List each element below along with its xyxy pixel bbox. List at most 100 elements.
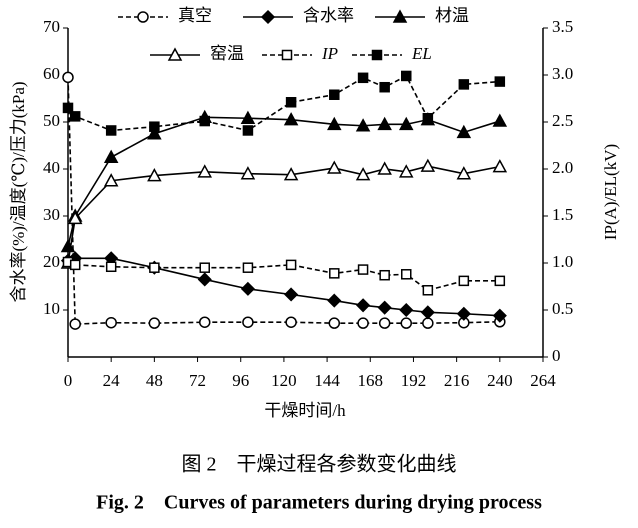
y-tick-label: 10	[43, 299, 60, 318]
marker	[327, 160, 342, 174]
marker	[147, 168, 162, 182]
marker	[285, 259, 297, 271]
legend-label: 材温	[435, 6, 469, 25]
marker	[329, 268, 340, 279]
marker	[62, 71, 74, 84]
x-tick-label: 48	[146, 371, 163, 390]
marker	[398, 164, 414, 178]
marker	[240, 166, 256, 180]
y2-axis-label: IP(A)/EL(kV)	[601, 144, 620, 240]
y-tick-label: 40	[43, 158, 60, 177]
y-tick-label: 70	[43, 17, 60, 36]
legend-label: 真空	[178, 6, 212, 25]
x-tick-label: 120	[271, 371, 297, 390]
marker	[105, 261, 117, 273]
marker	[401, 70, 412, 82]
legend-marker	[167, 47, 183, 61]
marker	[494, 76, 506, 87]
x-axis-label: 干燥时间/h	[264, 401, 346, 420]
marker	[283, 167, 299, 181]
marker	[420, 158, 436, 172]
marker	[356, 298, 371, 313]
marker	[197, 272, 212, 287]
marker	[327, 293, 342, 308]
y-tick-label: 60	[43, 64, 60, 83]
x-tick-label: 96	[232, 371, 249, 390]
marker	[377, 116, 392, 131]
y2-tick-label: 1.0	[552, 252, 573, 271]
marker	[242, 262, 254, 273]
marker	[284, 287, 299, 302]
x-tick-label: 0	[64, 371, 73, 390]
marker	[329, 89, 340, 100]
x-tick-label: 192	[401, 371, 427, 390]
marker	[105, 125, 117, 136]
marker	[456, 166, 472, 180]
marker	[147, 126, 162, 140]
marker	[420, 305, 435, 320]
marker	[285, 97, 297, 108]
legend-marker	[371, 49, 383, 61]
marker	[197, 164, 213, 178]
series-line	[67, 116, 501, 247]
marker	[399, 302, 414, 318]
marker	[422, 112, 434, 124]
marker	[458, 79, 470, 90]
marker	[357, 317, 369, 329]
legend-marker	[137, 11, 149, 23]
y-axis-label: 含水率(%)/温度(℃)/压力(kPa)	[9, 81, 28, 302]
marker	[242, 316, 254, 328]
marker	[458, 275, 470, 287]
marker	[103, 149, 119, 163]
series-line	[67, 261, 500, 292]
marker	[328, 317, 341, 329]
x-tick-label: 144	[314, 371, 340, 390]
marker	[377, 161, 392, 175]
marker	[148, 317, 161, 329]
x-tick-label: 216	[444, 371, 470, 390]
marker	[398, 116, 414, 131]
legend-marker	[260, 9, 276, 25]
legend-label: IP	[321, 44, 338, 63]
series-line	[67, 74, 500, 132]
marker	[285, 316, 297, 328]
marker	[492, 113, 508, 127]
marker	[327, 116, 342, 131]
y2-tick-label: 0.5	[552, 299, 573, 318]
legend-label: 窑温	[210, 44, 244, 63]
marker	[357, 264, 369, 275]
marker	[199, 115, 210, 127]
marker	[69, 318, 81, 330]
y-tick-label: 30	[43, 205, 60, 224]
marker	[379, 81, 390, 93]
marker	[377, 300, 392, 315]
series-line	[67, 165, 500, 264]
marker	[492, 308, 507, 323]
y-tick-label: 50	[43, 111, 60, 130]
marker	[422, 285, 434, 296]
y2-tick-label: 2.5	[552, 111, 573, 130]
caption-en: Fig. 2 Curves of parameters during dryin…	[96, 492, 542, 514]
marker	[494, 275, 506, 287]
legend-marker	[392, 9, 408, 23]
y2-tick-label: 0	[552, 346, 561, 365]
marker	[240, 281, 255, 296]
x-tick-label: 24	[103, 371, 121, 390]
x-tick-label: 240	[487, 371, 513, 390]
legend-marker	[281, 49, 293, 61]
marker	[492, 159, 508, 173]
legend-label: 含水率	[303, 6, 354, 25]
marker	[69, 111, 81, 122]
marker	[355, 167, 371, 181]
marker	[456, 306, 471, 321]
marker	[378, 317, 391, 329]
x-tick-label: 168	[358, 371, 384, 390]
marker	[103, 173, 119, 187]
marker	[69, 259, 81, 271]
y-tick-label: 20	[43, 252, 60, 271]
marker	[400, 317, 413, 329]
y2-tick-label: 2.0	[552, 158, 573, 177]
y2-tick-label: 1.5	[552, 205, 573, 224]
marker	[62, 102, 74, 114]
